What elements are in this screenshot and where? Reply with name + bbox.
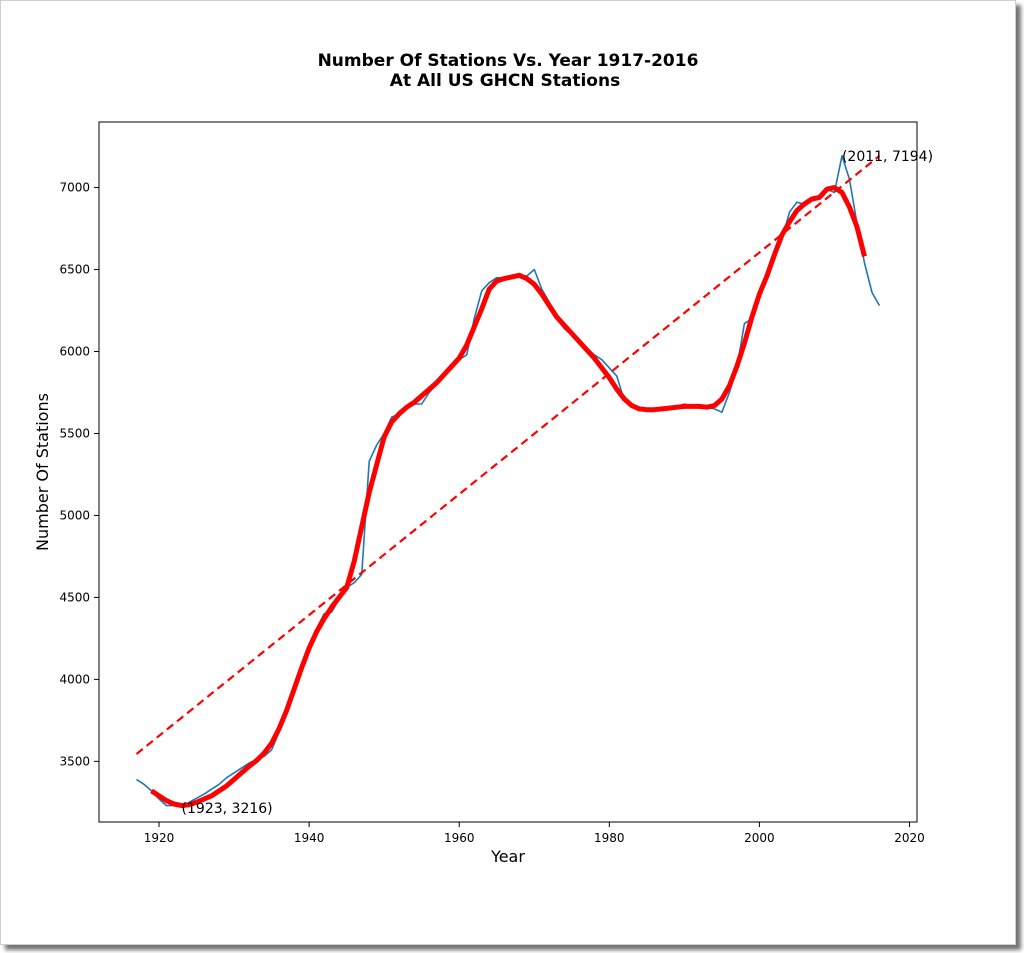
series-layer (135, 154, 881, 809)
chart-title: Number Of Stations Vs. Year 1917-2016 (318, 51, 699, 71)
series-line-smoothed (150, 185, 867, 809)
x-axis: 1920 1940 1960 1980 2000 2020 (144, 822, 925, 845)
series-line-trend (135, 154, 881, 755)
y-tick-label: 6500 (59, 263, 90, 277)
x-tick-label: 1960 (444, 831, 475, 845)
annotations: (1923, 3216) (2011, 7194) (182, 149, 933, 817)
plot-frame (98, 121, 918, 823)
x-tick-label: 1920 (144, 831, 175, 845)
y-tick-label: 4500 (59, 590, 90, 604)
x-axis-label: Year (490, 847, 525, 866)
x-tick-label: 2020 (894, 831, 925, 845)
y-axis: 3500 4000 4500 5000 5500 6000 6500 7000 (59, 181, 99, 768)
plot-area (98, 121, 918, 823)
y-tick-label: 7000 (59, 181, 90, 195)
chart-subtitle: At All US GHCN Stations (390, 71, 620, 91)
series-line-raw (136, 155, 881, 808)
y-tick-label: 5000 (59, 508, 90, 522)
x-tick-label: 2000 (744, 831, 775, 845)
data-annotation: (2011, 7194) (842, 149, 933, 165)
y-tick-label: 5500 (59, 426, 90, 440)
y-tick-label: 6000 (59, 345, 90, 359)
y-axis-label: Number Of Stations (33, 393, 52, 551)
y-tick-label: 4000 (59, 672, 90, 686)
data-annotation: (1923, 3216) (182, 801, 273, 817)
x-tick-label: 1940 (294, 831, 325, 845)
y-tick-label: 3500 (59, 754, 90, 768)
x-tick-label: 1980 (594, 831, 625, 845)
